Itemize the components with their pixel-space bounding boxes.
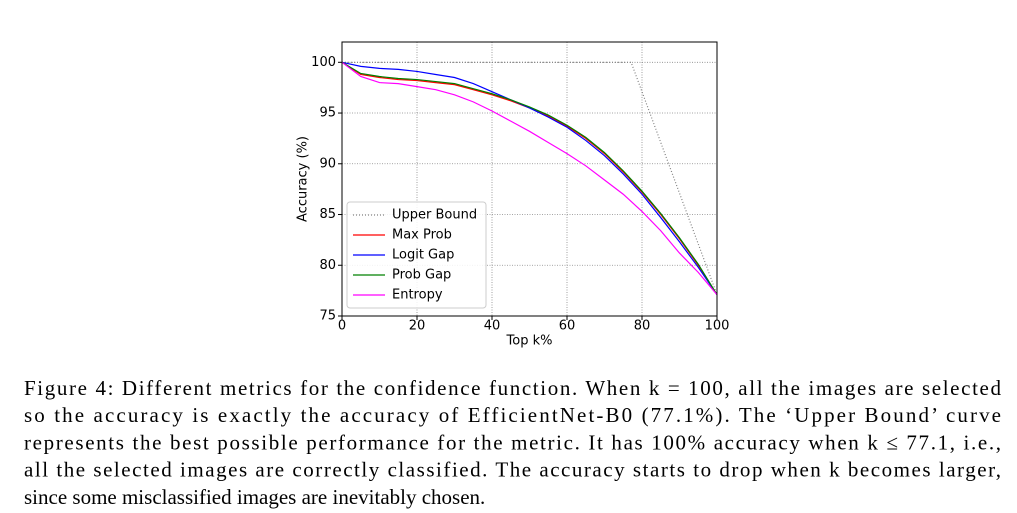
caption-line: since some misclassified images are inev… xyxy=(24,485,485,509)
y-tick-label: 100 xyxy=(311,55,336,70)
y-tick-label: 95 xyxy=(319,106,336,121)
caption-line: Figure 4: Different metrics for the conf… xyxy=(24,376,1002,400)
legend-label: Max Prob xyxy=(392,228,452,243)
legend-label: Prob Gap xyxy=(392,268,451,283)
y-tick-label: 80 xyxy=(319,258,336,273)
y-tick-label: 85 xyxy=(319,207,336,222)
plot-frame xyxy=(341,41,718,317)
caption-line: all the selected images are correctly cl… xyxy=(24,458,1001,482)
x-tick-label: 0 xyxy=(338,319,346,334)
y-tick-label: 75 xyxy=(319,309,336,324)
series-line xyxy=(342,61,718,295)
x-tick-label: 80 xyxy=(634,319,651,334)
legend-label: Logit Gap xyxy=(392,248,454,263)
series-line xyxy=(341,61,718,296)
chart: 75 80 85 90 95 100 0 20 40 60 80 100 Top k% Accuracy … xyxy=(296,41,730,349)
y-axis-label: Accuracy (%) xyxy=(296,136,311,222)
legend-box xyxy=(346,201,487,309)
x-tick-label: 40 xyxy=(484,319,501,334)
y-tick-label: 90 xyxy=(319,156,336,171)
x-tick-label: 100 xyxy=(705,319,730,334)
x-tick-label: 60 xyxy=(559,319,576,334)
legend-label: Upper Bound xyxy=(392,208,477,223)
series-line xyxy=(341,61,718,296)
caption-line: so the accuracy is exactly the accuracy … xyxy=(24,403,1001,427)
caption: Figure 4: Different metrics for the conf… xyxy=(24,376,1002,509)
x-tick-label: 20 xyxy=(409,319,426,334)
caption-line: represents the best possible performance… xyxy=(24,430,1001,454)
x-axis-label: Top k% xyxy=(506,334,553,349)
series-line xyxy=(341,61,718,296)
legend-label: Entropy xyxy=(392,288,443,303)
